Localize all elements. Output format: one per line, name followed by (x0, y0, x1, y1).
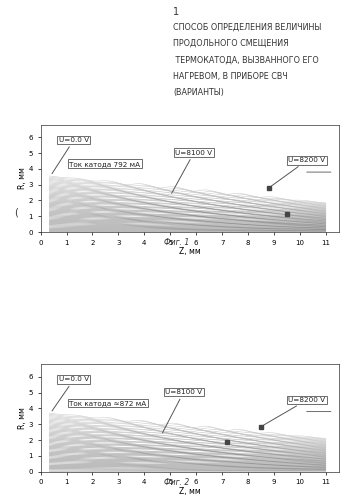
Text: U=0.0 V: U=0.0 V (52, 137, 89, 174)
Text: U=8100 V: U=8100 V (162, 389, 202, 433)
Text: (ВАРИАНТЫ): (ВАРИАНТЫ) (173, 88, 224, 97)
Text: ПРОДОЛЬНОГО СМЕЩЕНИЯ: ПРОДОЛЬНОГО СМЕЩЕНИЯ (173, 39, 289, 48)
Text: U=8200 V: U=8200 V (263, 397, 325, 425)
Text: U=8200 V: U=8200 V (271, 157, 325, 186)
Text: НАГРЕВОМ, В ПРИБОРЕ СВЧ: НАГРЕВОМ, В ПРИБОРЕ СВЧ (173, 72, 288, 81)
Y-axis label: R, мм: R, мм (18, 168, 27, 189)
X-axis label: Z, мм: Z, мм (179, 487, 201, 496)
Text: Фиг. 1: Фиг. 1 (164, 238, 189, 247)
Text: СПОСОБ ОПРЕДЕЛЕНИЯ ВЕЛИЧИНЫ: СПОСОБ ОПРЕДЕЛЕНИЯ ВЕЛИЧИНЫ (173, 22, 321, 31)
Text: 1: 1 (173, 7, 180, 17)
Text: U=0.0 V: U=0.0 V (52, 376, 89, 411)
Text: Ток катода ≈872 мА: Ток катода ≈872 мА (69, 400, 146, 406)
Text: Фиг. 2: Фиг. 2 (164, 478, 189, 487)
Y-axis label: R, мм: R, мм (18, 407, 27, 429)
Text: ТЕРМОКАТОДА, ВЫЗВАННОГО ЕГО: ТЕРМОКАТОДА, ВЫЗВАННОГО ЕГО (173, 55, 319, 64)
Text: Ток катода 792 мА: Ток катода 792 мА (69, 161, 140, 167)
Text: (: ( (14, 208, 18, 218)
X-axis label: Z, мм: Z, мм (179, 247, 201, 256)
Text: U=8100 V: U=8100 V (172, 150, 213, 193)
